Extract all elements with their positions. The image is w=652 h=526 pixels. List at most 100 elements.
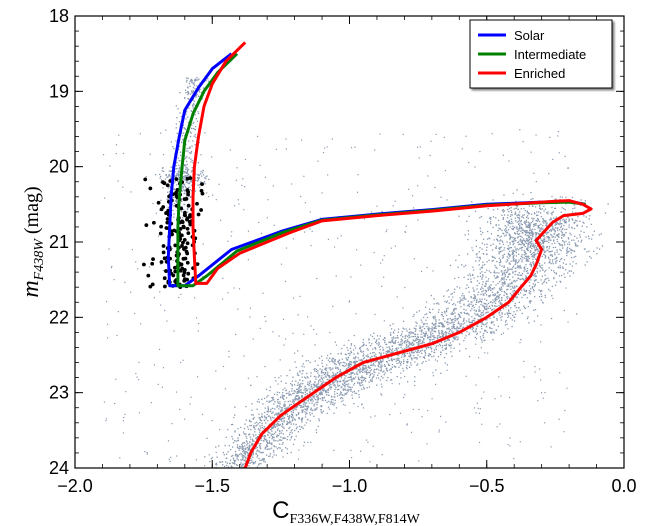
field-star [561,207,563,209]
field-star [372,360,374,363]
field-star [345,365,347,367]
field-star [542,242,544,245]
field-star [145,175,147,178]
field-star [519,129,521,131]
field-star [390,379,393,381]
field-star [523,306,526,309]
field-star [409,331,411,333]
field-star [252,456,254,459]
field-star [390,371,392,374]
field-star [433,351,435,354]
field-star [496,275,498,277]
field-star [242,459,244,461]
field-star [439,354,442,356]
field-star [431,329,433,331]
field-star [428,328,430,330]
field-star [550,217,552,219]
field-star [416,311,418,313]
field-star [361,375,363,377]
field-star [236,167,238,169]
field-star [262,435,264,437]
field-star [411,359,413,361]
field-star [272,411,274,413]
field-star [301,373,303,375]
field-star [283,344,285,346]
field-star [478,282,480,284]
field-star [454,338,456,340]
field-star [297,458,300,460]
field-star [364,377,367,380]
field-star [248,446,251,449]
field-star [374,341,377,344]
field-star [571,226,573,229]
field-star [300,418,303,421]
field-star [228,469,229,470]
field-star [518,259,520,261]
field-star [492,259,494,262]
field-star [315,370,318,373]
field-star [258,428,260,431]
field-star [367,349,369,351]
field-star [279,430,281,432]
field-star [188,157,190,159]
field-star [481,298,483,300]
field-star [382,358,384,361]
field-star [265,320,267,322]
field-star [512,225,514,227]
field-star [361,351,363,353]
field-star [174,190,176,192]
field-star [388,356,390,358]
field-star [223,454,225,456]
field-star [331,396,333,398]
field-star [475,245,478,248]
field-star [267,442,269,445]
field-star [360,359,363,361]
field-star [258,471,259,472]
field-star [262,403,264,405]
field-star [550,317,553,320]
field-star [483,307,486,310]
field-star [507,443,509,446]
field-star [461,295,463,297]
field-star [498,299,501,302]
field-star [306,392,308,395]
field-star [337,371,339,374]
field-star [473,297,476,299]
field-star [319,368,321,370]
field-star [171,247,173,249]
field-star [479,268,481,270]
field-star [160,199,162,202]
field-star [252,461,254,463]
field-star [544,239,546,241]
field-star [193,84,196,87]
field-star [243,445,246,447]
field-star [432,308,434,311]
field-star [271,412,273,414]
field-star [321,396,323,399]
field-star [506,271,509,273]
field-star [320,394,322,396]
field-star [498,311,501,313]
field-star [414,361,416,363]
field-star [491,255,494,258]
field-star [272,433,274,436]
field-star [322,410,324,412]
field-star [471,247,473,249]
field-star [468,314,470,316]
field-star [271,427,273,429]
field-star [518,267,520,269]
field-star [473,289,475,291]
field-star [426,337,429,339]
field-star [523,254,526,256]
field-star [273,440,275,442]
field-star [365,371,367,373]
field-star [227,240,229,242]
field-star [184,165,186,167]
field-star [255,452,257,454]
field-star [507,229,510,231]
field-star [233,439,236,442]
field-star [179,154,182,157]
field-star [236,454,238,456]
field-star [336,382,339,384]
field-star [571,211,574,213]
